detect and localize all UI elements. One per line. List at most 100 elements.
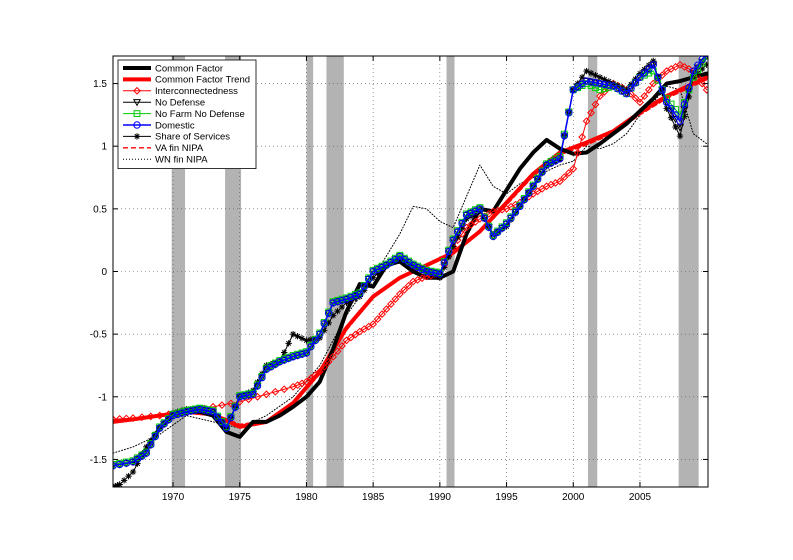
legend-label: Interconnectedness [155,86,238,97]
legend-label: Common Factor [155,63,223,74]
data-point-share-of-services [298,335,306,342]
data-point-share-of-services [583,67,590,75]
legend-item-wn-fin-nipa: WN fin NIPA [123,155,208,166]
data-point-domestic [582,77,591,85]
data-point-no-defense [253,382,262,391]
data-point-no-defense [658,86,667,95]
data-point-interconnectedness [262,390,271,399]
data-point-domestic [147,441,155,449]
data-point-domestic [662,98,671,107]
data-point-interconnectedness [702,85,708,94]
legend-marker [132,99,142,107]
data-point-interconnectedness [129,414,137,422]
data-point-domestic [213,413,222,421]
data-point-domestic [680,100,689,109]
data-point-interconnectedness [113,415,117,424]
axes: 1970 1975 1980 1985 1990 1995 2000 2005 -1.5 -1 -0… [90,55,709,503]
data-point-no-defense [533,176,542,184]
data-point-domestic [627,84,635,92]
data-point-interconnectedness [306,374,315,383]
data-point-share-of-services [285,340,292,347]
data-point-domestic [485,223,493,231]
legend-item-va-fin-nipa: VA fin NIPA [123,143,204,154]
data-point-domestic [671,111,680,119]
data-point-domestic [480,214,489,222]
data-point-domestic [200,406,208,414]
data-point-domestic [685,84,693,92]
data-point-domestic [440,259,448,267]
data-point-domestic [316,330,324,338]
data-point-domestic [529,182,537,191]
x-tick-label: 1980 [295,492,318,503]
data-point-share-of-services [623,86,630,94]
data-point-domestic [142,449,151,457]
data-point-domestic [280,356,288,364]
y-tick-label: 1.5 [93,79,107,90]
data-point-domestic [511,208,520,216]
data-point-share-of-services [458,224,466,232]
data-point-interconnectedness [329,352,338,361]
data-point-domestic [618,87,626,95]
legend-item-domestic: Domestic [123,120,195,131]
data-point-domestic [373,265,382,274]
legend-item-common-factor: Common Factor [123,63,223,74]
data-point-no-farm-no-defense [645,69,653,77]
data-point-no-defense [155,425,164,433]
series-lines [113,56,708,487]
data-point-domestic [493,228,502,236]
data-point-domestic [694,61,702,69]
data-point-domestic [596,79,604,88]
legend-label: WN fin NIPA [155,155,208,166]
data-point-share-of-services [294,333,301,340]
data-point-interconnectedness [676,60,684,69]
data-point-domestic [676,117,684,125]
data-point-domestic [600,80,609,89]
data-point-no-defense [231,404,240,412]
data-point-no-defense [453,228,462,237]
data-point-interconnectedness [467,220,475,229]
data-point-no-defense [462,212,471,220]
legend-item-no-defense: No Defense [123,98,205,109]
data-point-interconnectedness [369,320,378,329]
data-point-interconnectedness [382,305,391,313]
data-point-interconnectedness [137,413,146,422]
data-point-domestic [324,309,333,317]
data-point-domestic [560,132,569,140]
data-point-domestic [169,411,177,420]
data-point-share-of-services [325,319,332,327]
data-point-domestic [347,293,355,302]
data-point-domestic [489,232,497,241]
data-point-no-defense [449,237,458,245]
data-point-no-defense [458,220,467,228]
data-point-domestic [236,393,244,401]
data-point-interconnectedness [587,108,595,117]
data-point-share-of-services [454,234,461,241]
data-point-interconnectedness [636,98,644,107]
data-point-domestic [262,365,271,373]
data-point-interconnectedness [391,295,400,303]
data-point-interconnectedness [471,217,480,226]
data-point-domestic [449,236,457,244]
data-point-domestic [196,405,204,414]
data-point-no-defense [320,320,329,328]
data-point-share-of-services [601,76,608,83]
data-point-domestic [645,65,653,73]
data-point-domestic [467,209,475,217]
data-point-interconnectedness [378,310,386,319]
data-point-domestic [605,81,613,89]
data-point-domestic [542,161,551,169]
data-point-domestic [360,282,368,291]
data-point-domestic [547,159,555,167]
series-wn-fin-nipa [113,85,708,454]
data-point-share-of-services [125,472,132,480]
data-point-no-defense [324,310,333,318]
data-point-domestic [422,267,431,276]
data-point-domestic [453,228,462,236]
data-point-domestic [520,195,529,204]
data-point-domestic [609,82,617,90]
data-point-interconnectedness [333,347,342,356]
data-point-domestic [471,207,480,215]
data-point-interconnectedness [320,362,329,371]
data-point-share-of-services [321,327,328,334]
legend-label: Share of Services [155,132,230,143]
